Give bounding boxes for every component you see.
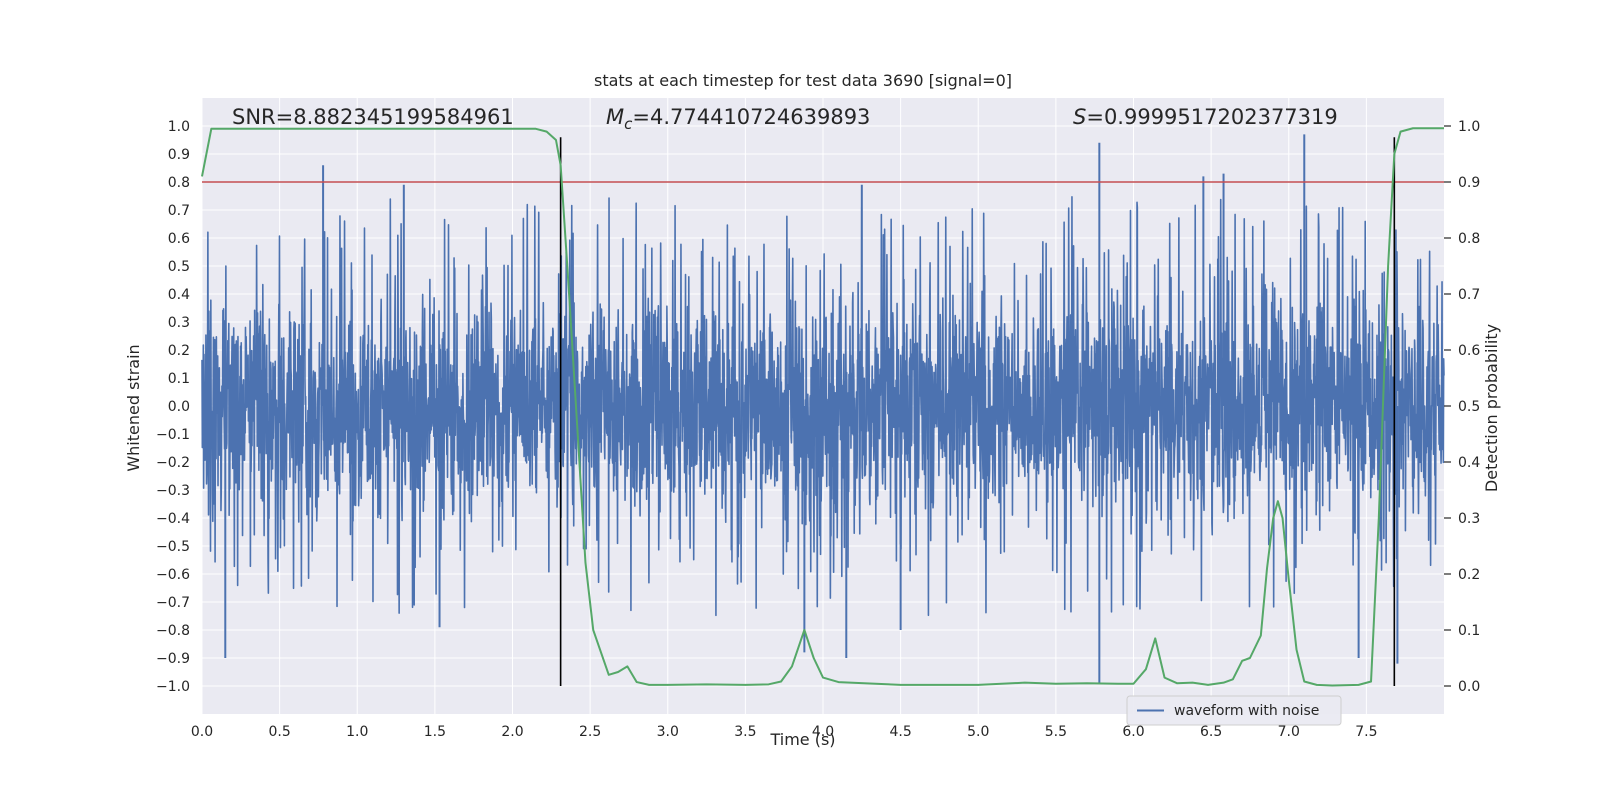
x-tick-label-5: 2.5 xyxy=(579,724,601,740)
y-right-tick-label-5: 0.5 xyxy=(1458,399,1480,415)
y-right-tick-label-8: 0.8 xyxy=(1458,231,1480,247)
y-left-tick-label-0: −1.0 xyxy=(156,679,190,695)
detection-probability-line xyxy=(201,127,1444,687)
y-left-tick-label-7: −0.3 xyxy=(156,483,190,499)
waveform-series xyxy=(201,134,1445,684)
y-right-tick-label-10: 1.0 xyxy=(1458,119,1480,135)
y-left-tick-label-14: 0.4 xyxy=(168,287,190,303)
chirp-mass-symbol: M xyxy=(606,105,624,129)
x-tick-label-12: 6.0 xyxy=(1122,724,1144,740)
x-tick-label-4: 2.0 xyxy=(501,724,523,740)
s-annotation: S=0.9999517202377319 xyxy=(1073,105,1338,129)
chirp-mass-annotation: Mc=4.774410724639893 xyxy=(606,105,870,133)
y-left-tick-label-2: −0.8 xyxy=(156,623,190,639)
legend-box xyxy=(1126,695,1342,726)
y-left-tick-label-19: 0.9 xyxy=(168,147,190,163)
chirp-mass-value: =4.774410724639893 xyxy=(632,105,870,129)
y-left-tick-label-11: 0.1 xyxy=(168,371,190,387)
y-right-tick-label-3: 0.3 xyxy=(1458,511,1480,527)
y-left-tick-label-15: 0.5 xyxy=(168,259,190,275)
x-tick-label-2: 1.0 xyxy=(346,724,368,740)
y-axis-left-label: Whitened strain xyxy=(124,344,143,471)
x-tick-label-8: 4.0 xyxy=(812,724,834,740)
y-axis-right-label: Detection probability xyxy=(1482,324,1501,492)
x-tick-label-13: 6.5 xyxy=(1200,724,1222,740)
x-tick-label-15: 7.5 xyxy=(1355,724,1377,740)
waveform-line xyxy=(201,196,1445,617)
y-left-tick-label-5: −0.5 xyxy=(156,539,190,555)
x-tick-label-6: 3.0 xyxy=(657,724,679,740)
x-tick-label-1: 0.5 xyxy=(268,724,290,740)
y-left-tick-label-12: 0.2 xyxy=(168,343,190,359)
y-right-tick-label-4: 0.4 xyxy=(1458,455,1480,471)
y-left-tick-label-10: 0.0 xyxy=(168,399,190,415)
legend: waveform with noise xyxy=(1126,695,1342,726)
y-right-tick-label-2: 0.2 xyxy=(1458,567,1480,583)
y-right-tick-label-7: 0.7 xyxy=(1458,287,1480,303)
y-left-tick-label-13: 0.3 xyxy=(168,315,190,331)
x-tick-label-10: 5.0 xyxy=(967,724,989,740)
y-right-tick-label-0: 0.0 xyxy=(1458,679,1480,695)
y-left-tick-label-6: −0.4 xyxy=(156,511,190,527)
s-value: =0.9999517202377319 xyxy=(1086,105,1337,129)
s-symbol: S xyxy=(1073,105,1086,129)
x-tick-label-3: 1.5 xyxy=(424,724,446,740)
y-left-tick-label-1: −0.9 xyxy=(156,651,190,667)
x-tick-label-9: 4.5 xyxy=(889,724,911,740)
x-tick-label-7: 3.5 xyxy=(734,724,756,740)
chirp-mass-subscript: c xyxy=(624,115,633,133)
x-tick-label-0: 0.0 xyxy=(191,724,213,740)
y-left-tick-label-16: 0.6 xyxy=(168,231,190,247)
y-left-tick-label-8: −0.2 xyxy=(156,455,190,471)
x-tick-label-14: 7.0 xyxy=(1278,724,1300,740)
y-right-tick-label-1: 0.1 xyxy=(1458,623,1480,639)
y-left-tick-label-17: 0.7 xyxy=(168,203,190,219)
y-right-tick-label-9: 0.9 xyxy=(1458,175,1480,191)
y-right-tick-label-6: 0.6 xyxy=(1458,343,1480,359)
snr-annotation: SNR=8.882345199584961 xyxy=(232,105,514,129)
x-tick-label-11: 5.5 xyxy=(1045,724,1067,740)
x-axis-label: Time (s) xyxy=(769,730,835,749)
y-left-tick-label-20: 1.0 xyxy=(168,119,190,135)
legend-entry-waveform: waveform with noise xyxy=(1174,703,1319,719)
y-left-tick-label-4: −0.6 xyxy=(156,567,190,583)
y-left-tick-label-9: −0.1 xyxy=(156,427,190,443)
y-left-tick-label-3: −0.7 xyxy=(156,595,190,611)
chart-title: stats at each timestep for test data 369… xyxy=(594,71,1012,90)
y-left-tick-label-18: 0.8 xyxy=(168,175,190,191)
